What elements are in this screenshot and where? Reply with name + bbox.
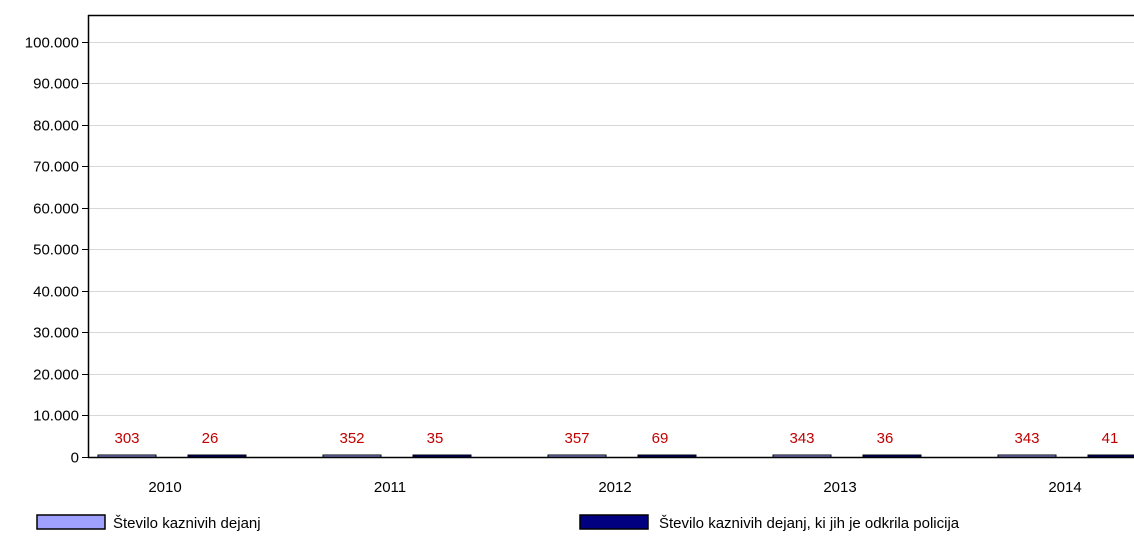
y-tick-label: 0	[71, 450, 79, 467]
y-tick-label: 60.000	[33, 201, 79, 218]
bar-total	[97, 454, 157, 458]
legend-label: Število kaznivih dejanj	[113, 515, 261, 532]
data-label: 41	[1102, 430, 1119, 447]
bar-total	[322, 454, 382, 458]
x-category-label: 2011	[374, 479, 406, 496]
data-label: 343	[1014, 430, 1039, 447]
y-tick-label: 20.000	[33, 367, 79, 384]
bar-total	[772, 454, 832, 458]
data-label: 26	[202, 430, 219, 447]
data-label: 35	[427, 430, 444, 447]
data-label: 357	[564, 430, 589, 447]
x-category-label: 2010	[148, 479, 181, 496]
y-tick-label: 30.000	[33, 325, 79, 342]
legend-swatch	[579, 514, 649, 530]
y-tick-label: 90.000	[33, 76, 79, 93]
bars	[97, 454, 1134, 458]
y-tick-label: 10.000	[33, 408, 79, 425]
data-labels: 303 26 352 35 357 69 343 36 343 41	[114, 430, 1118, 447]
x-category-label: 2014	[1048, 479, 1081, 496]
bar-police	[637, 454, 697, 458]
legend-label: Število kaznivih dejanj, ki jih je odkri…	[659, 515, 960, 532]
bar-police	[862, 454, 922, 458]
x-category-label: 2012	[598, 479, 631, 496]
bar-police	[187, 454, 247, 458]
legend: Število kaznivih dejanj Število kaznivih …	[36, 514, 960, 532]
bar-total	[997, 454, 1057, 458]
bar-police	[412, 454, 472, 458]
data-label: 36	[877, 430, 894, 447]
data-label: 343	[789, 430, 814, 447]
x-category-label: 2013	[823, 479, 856, 496]
data-label: 69	[652, 430, 669, 447]
data-label: 352	[339, 430, 364, 447]
bar-total	[547, 454, 607, 458]
y-tick-label: 100.000	[25, 35, 79, 52]
y-tick-label: 80.000	[33, 118, 79, 135]
bar-police	[1087, 454, 1134, 458]
legend-swatch	[36, 514, 106, 530]
axes: 0 10.000 20.000 30.000 40.000 50.000 60.000 70.…	[25, 14, 1134, 496]
data-label: 303	[114, 430, 139, 447]
y-tick-label: 50.000	[33, 242, 79, 259]
gridlines	[88, 42, 1134, 416]
y-tick-label: 40.000	[33, 284, 79, 301]
y-tick-label: 70.000	[33, 159, 79, 176]
